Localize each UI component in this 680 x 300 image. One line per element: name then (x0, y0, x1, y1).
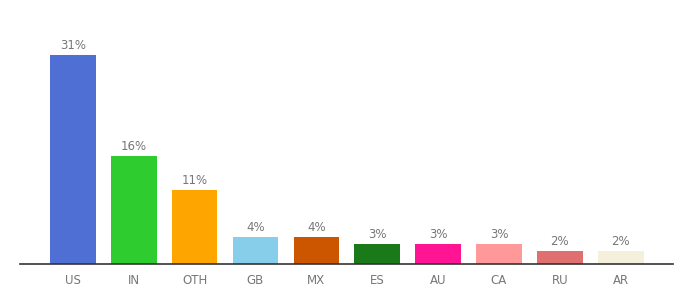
Text: 2%: 2% (611, 235, 630, 248)
Text: 3%: 3% (429, 228, 447, 241)
Bar (476, 244, 522, 264)
Text: 4%: 4% (307, 221, 326, 234)
Bar (233, 237, 278, 264)
Text: 3%: 3% (490, 228, 508, 241)
Bar (537, 250, 583, 264)
Bar (50, 55, 96, 264)
Text: 4%: 4% (246, 221, 265, 234)
Bar (294, 237, 339, 264)
Text: 11%: 11% (182, 174, 207, 187)
Bar (598, 250, 643, 264)
Text: 3%: 3% (368, 228, 386, 241)
Text: 2%: 2% (551, 235, 569, 248)
Bar (172, 190, 218, 264)
Text: 31%: 31% (60, 39, 86, 52)
Bar (415, 244, 461, 264)
Bar (354, 244, 400, 264)
Text: 16%: 16% (121, 140, 147, 153)
Bar (111, 156, 156, 264)
